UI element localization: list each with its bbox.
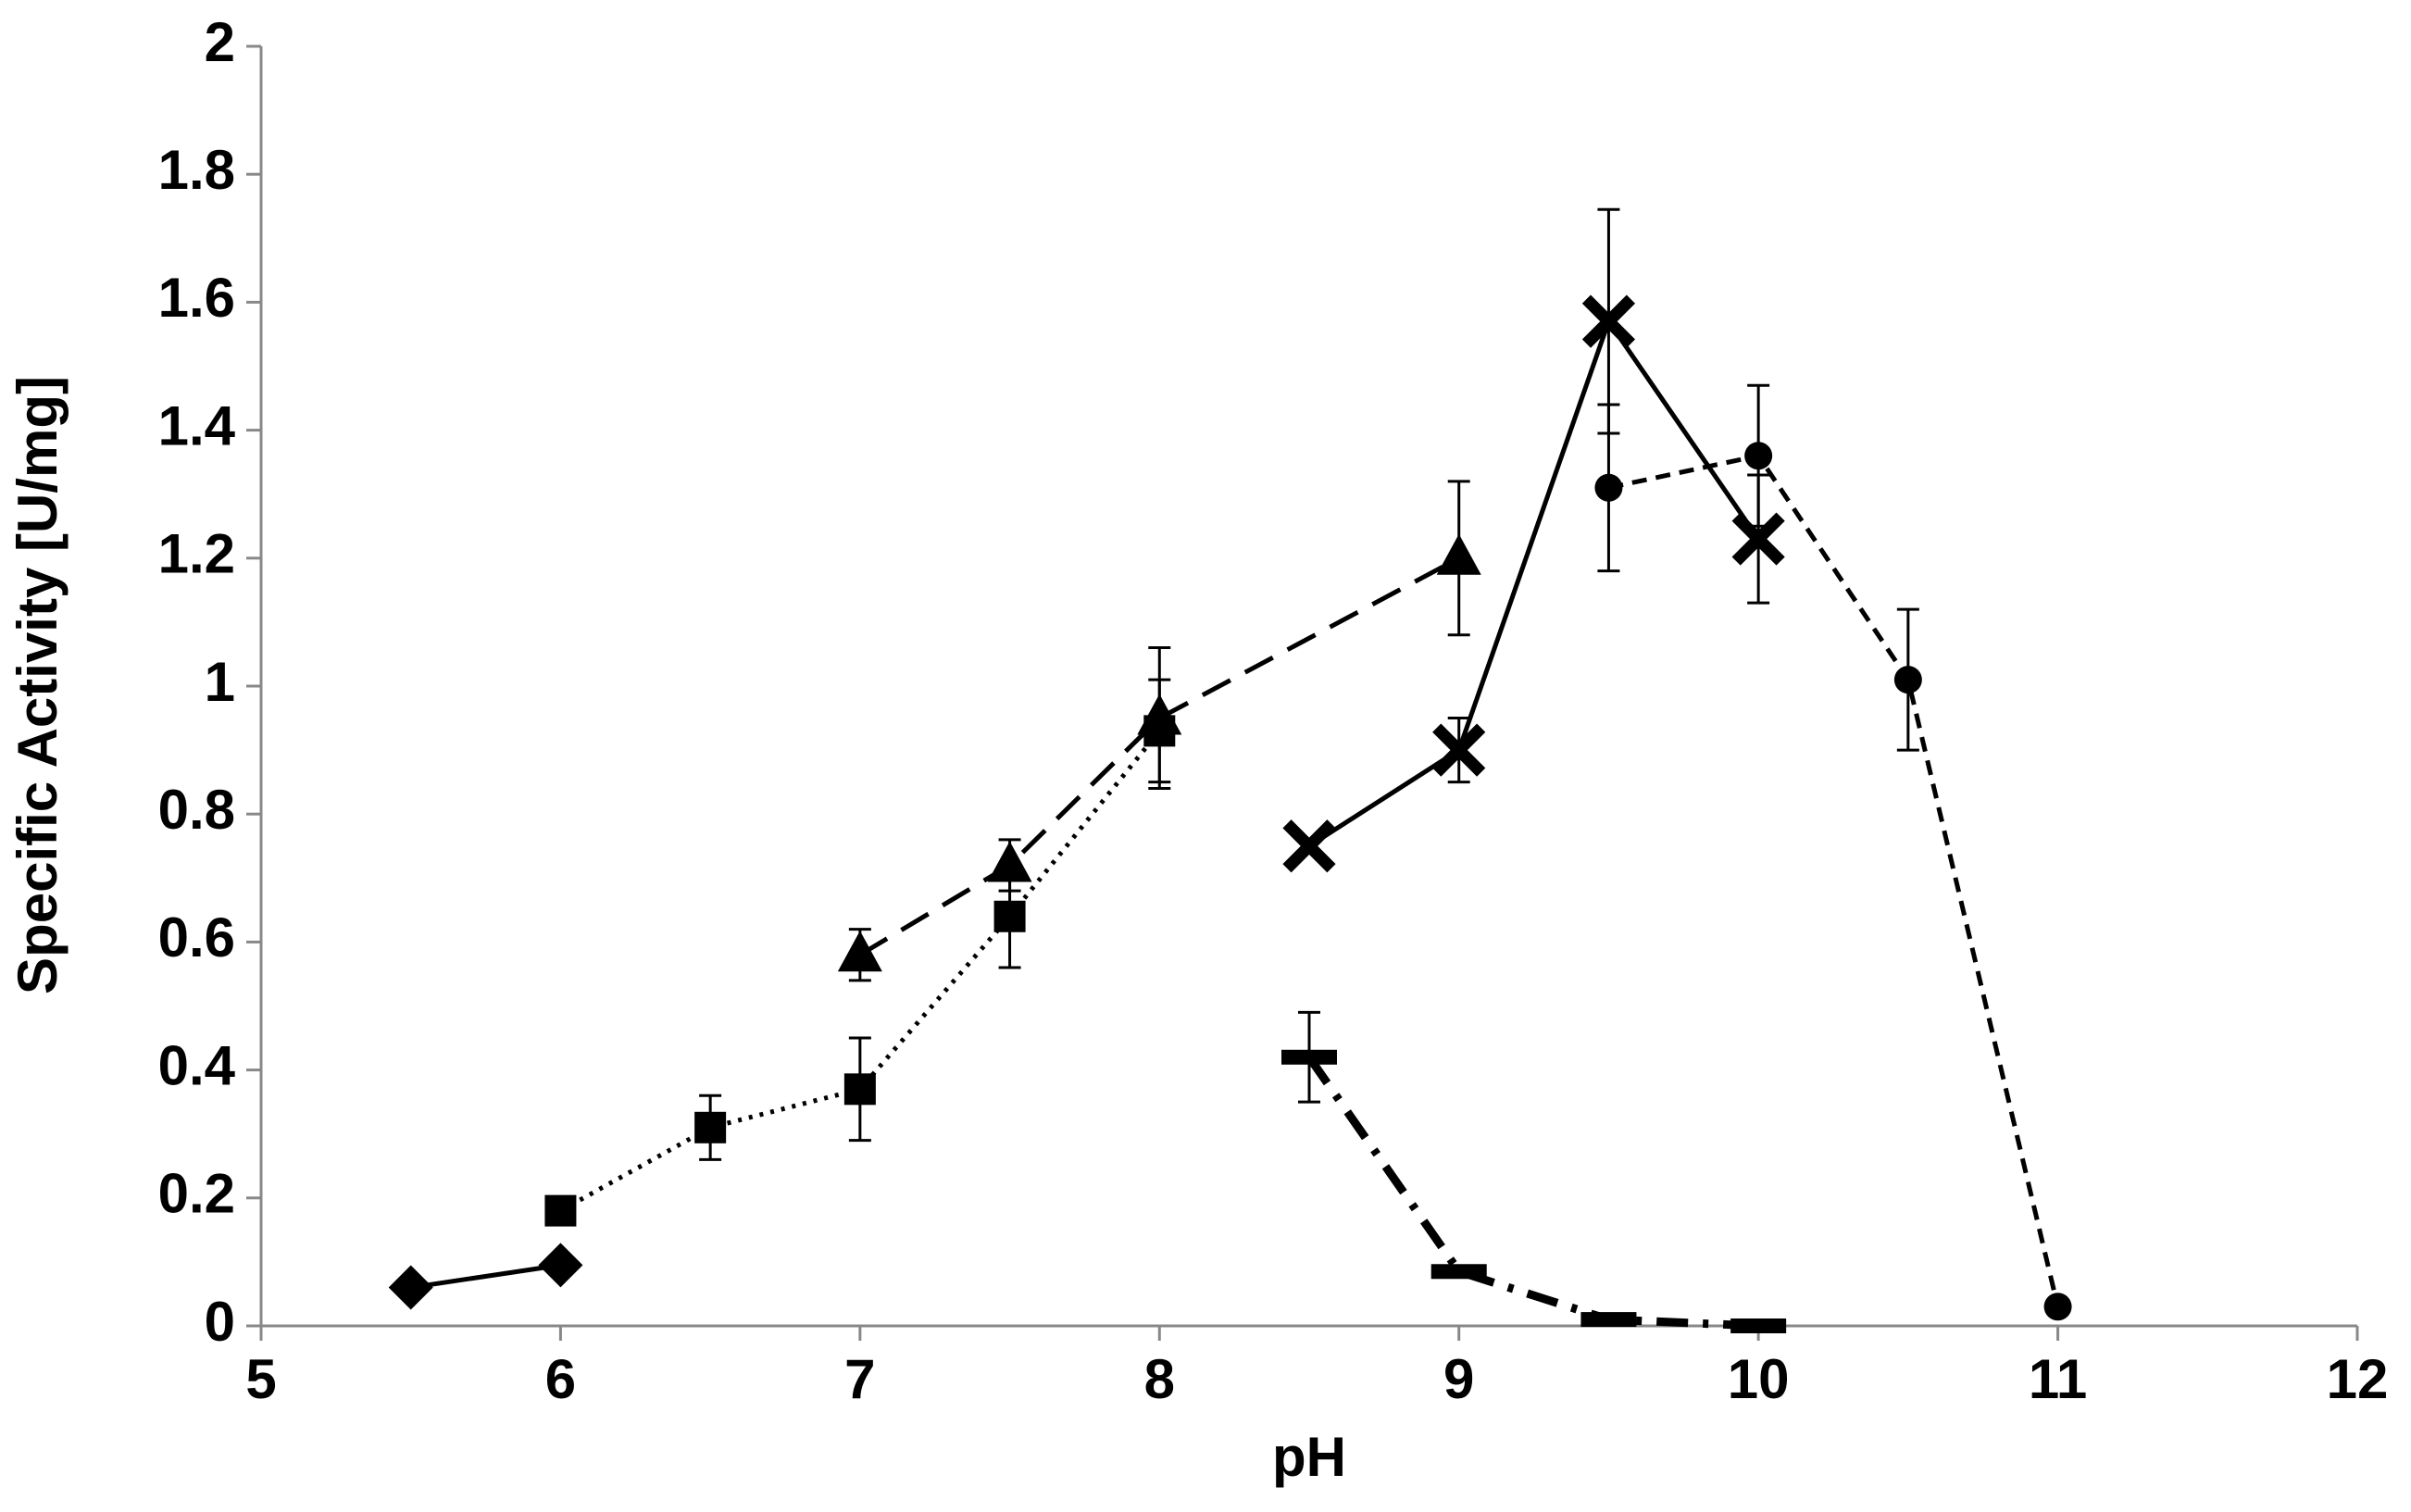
x-tick-label: 7: [844, 1348, 875, 1410]
marker: [1430, 1264, 1487, 1280]
x-tick-label: 11: [2029, 1348, 2087, 1410]
marker: [987, 841, 1032, 882]
marker: [1581, 294, 1636, 348]
marker: [1594, 473, 1623, 502]
y-tick-label: 0: [205, 1291, 235, 1353]
x-tick-label: 5: [245, 1348, 276, 1410]
y-axis-label: Specific Activity [U/mg]: [6, 376, 69, 994]
x-tick-label: 8: [1144, 1348, 1175, 1410]
series-line: [858, 556, 1460, 957]
marker: [1731, 512, 1785, 566]
marker: [1432, 723, 1486, 777]
marker: [1137, 694, 1182, 735]
y-tick-label: 0.2: [158, 1163, 235, 1225]
marker: [1893, 666, 1922, 694]
y-tick-label: 2: [205, 11, 235, 73]
y-tick-label: 1.6: [158, 267, 235, 329]
marker: [843, 1073, 876, 1106]
x-tick-label: 10: [1728, 1348, 1790, 1410]
marker: [1436, 533, 1481, 575]
marker: [2043, 1293, 2072, 1321]
x-tick-label: 9: [1443, 1348, 1474, 1410]
y-tick-label: 0.6: [158, 906, 235, 968]
series-line: [410, 1262, 561, 1291]
series-line: [1305, 1055, 1759, 1331]
y-tick-label: 1.8: [158, 139, 235, 201]
marker: [993, 900, 1026, 932]
series-line: [1607, 453, 2061, 1307]
marker: [538, 1243, 583, 1288]
y-tick-label: 1: [205, 651, 235, 713]
y-tick-label: 1.2: [158, 523, 235, 585]
x-tick-label: 6: [545, 1348, 576, 1410]
marker: [837, 931, 882, 972]
marker: [694, 1111, 727, 1143]
marker: [544, 1194, 577, 1227]
y-tick-label: 0.8: [158, 779, 235, 841]
marker: [1744, 442, 1773, 470]
marker: [1730, 1318, 1787, 1333]
marker: [1580, 1312, 1637, 1328]
y-tick-label: 1.4: [158, 394, 236, 456]
marker: [1281, 1049, 1337, 1065]
marker: [1282, 819, 1336, 873]
series-line: [1307, 316, 1761, 848]
x-axis-label: pH: [1272, 1426, 1346, 1488]
x-tick-label: 12: [2327, 1348, 2389, 1410]
y-tick-label: 0.4: [158, 1034, 236, 1096]
marker: [388, 1265, 433, 1310]
